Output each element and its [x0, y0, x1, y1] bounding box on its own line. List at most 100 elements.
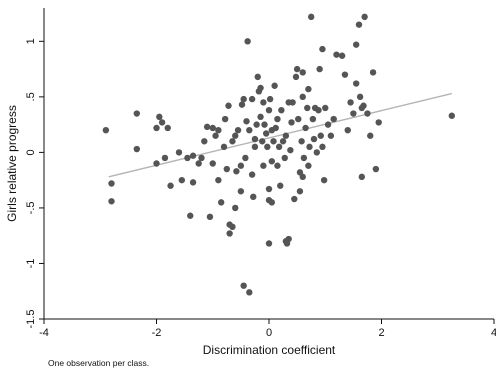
data-point	[223, 165, 231, 173]
data-point	[243, 118, 250, 125]
data-point	[330, 115, 337, 123]
data-point	[240, 282, 247, 289]
data-point	[287, 146, 294, 154]
data-point	[248, 171, 256, 178]
data-point	[178, 176, 186, 184]
data-point	[265, 106, 273, 114]
x-tick-label: 4	[491, 327, 496, 339]
data-point	[209, 124, 216, 132]
data-point	[265, 185, 273, 193]
data-point	[203, 123, 211, 131]
y-axis-ticks: -1.5 -1 -.5 0 .5 1	[25, 38, 44, 328]
data-point	[319, 143, 326, 151]
y-axis-title: Girls relative progress	[5, 105, 19, 222]
data-point	[352, 80, 360, 87]
data-point	[375, 119, 382, 126]
data-point	[167, 182, 174, 189]
data-point	[234, 126, 242, 134]
data-point	[201, 138, 208, 145]
data-point	[195, 160, 202, 167]
data-point	[198, 154, 205, 162]
data-point	[327, 132, 335, 139]
data-point	[251, 135, 259, 143]
data-point	[338, 52, 346, 59]
data-point	[293, 65, 301, 73]
data-point	[268, 199, 276, 206]
data-point	[257, 84, 264, 92]
data-point	[282, 132, 290, 139]
data-point	[272, 124, 279, 132]
y-tick-label: -1.5	[25, 310, 37, 329]
x-tick-label: 0	[266, 327, 272, 339]
data-point	[260, 99, 267, 106]
data-point	[310, 135, 318, 143]
data-point	[274, 162, 281, 169]
data-point	[352, 41, 360, 48]
data-point	[229, 138, 236, 145]
data-point	[319, 45, 326, 53]
data-point	[158, 119, 166, 126]
data-point	[277, 182, 284, 189]
data-point	[225, 102, 232, 109]
data-point	[358, 173, 366, 181]
data-point	[305, 162, 312, 169]
data-point	[324, 121, 332, 128]
plot-area: -4 -2 0 2 4 -1.5 -1 -.5 0 .5 1	[25, 8, 496, 339]
data-point	[102, 126, 110, 134]
data-point	[350, 110, 357, 117]
data-point	[265, 240, 273, 247]
data-point	[261, 121, 268, 128]
data-point	[316, 65, 323, 73]
data-point	[302, 124, 309, 132]
data-point	[288, 119, 295, 126]
data-point	[448, 112, 456, 119]
data-point	[244, 38, 251, 45]
x-tick-label: -2	[152, 327, 162, 339]
data-point	[298, 138, 305, 145]
data-point	[242, 154, 249, 162]
data-point	[153, 160, 160, 167]
data-point	[300, 154, 308, 162]
data-point	[156, 113, 163, 121]
x-axis-ticks: -4 -2 0 2 4	[39, 319, 496, 339]
data-point	[108, 198, 115, 205]
data-point	[291, 195, 298, 203]
data-point	[240, 95, 247, 103]
data-point	[262, 130, 270, 137]
data-point	[268, 158, 276, 165]
data-point	[333, 51, 340, 58]
data-point	[259, 138, 266, 145]
data-point	[278, 106, 285, 114]
data-point	[320, 176, 328, 184]
data-point	[237, 188, 245, 195]
data-point	[274, 115, 281, 123]
data-point	[254, 73, 261, 81]
data-point	[355, 21, 363, 28]
data-point	[226, 230, 233, 237]
data-point	[341, 71, 349, 78]
data-point	[270, 138, 277, 145]
data-point	[369, 69, 377, 76]
x-tick-label: 2	[378, 327, 384, 339]
data-point	[315, 106, 322, 114]
footnote: One observation per class.	[48, 358, 150, 368]
y-tick-label: .5	[25, 92, 37, 101]
data-point	[233, 168, 240, 175]
data-point	[189, 179, 197, 186]
y-tick-label: 0	[25, 149, 37, 155]
data-point	[229, 223, 236, 231]
x-axis-title: Discrimination coefficient	[203, 343, 336, 357]
data-point	[304, 104, 311, 112]
data-point	[215, 126, 222, 134]
data-point	[271, 82, 278, 89]
data-point	[309, 115, 317, 123]
data-point	[260, 162, 267, 169]
data-point	[282, 238, 290, 245]
data-point	[221, 115, 229, 123]
data-point	[361, 13, 368, 21]
data-point	[296, 188, 304, 195]
data-point	[281, 154, 288, 162]
data-point	[347, 99, 354, 106]
x-tick-label: -4	[39, 327, 49, 339]
